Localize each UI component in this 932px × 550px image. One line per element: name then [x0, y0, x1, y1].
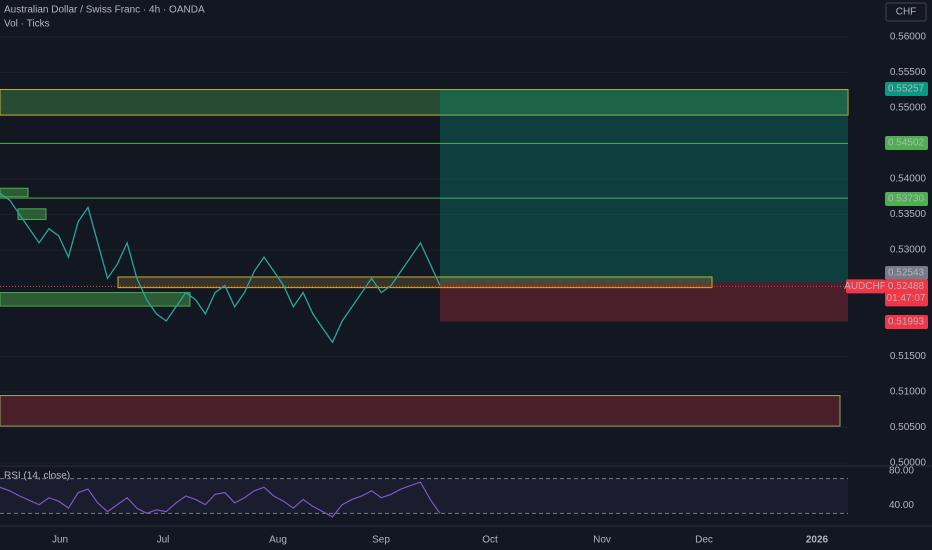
zone	[0, 187, 29, 198]
price-tick-label: 0.53500	[890, 209, 927, 220]
time-label: Nov	[593, 535, 611, 546]
price-label: 0.53730	[888, 194, 925, 205]
countdown: 01:47:07	[887, 293, 926, 304]
time-label: Jul	[157, 535, 170, 546]
price-label: 0.51993	[888, 317, 925, 328]
symbol-tag-bg	[846, 279, 885, 294]
symbol-title: Australian Dollar / Swiss Franc · 4h · O…	[4, 5, 205, 16]
price-label-bg	[885, 266, 928, 280]
zone	[117, 276, 713, 289]
rsi-line	[0, 481, 441, 518]
zone	[0, 89, 849, 116]
symbol-tag: AUDCHF	[844, 281, 886, 292]
current-price-bg	[885, 279, 928, 307]
zone	[17, 208, 47, 220]
price-tick-label: 0.54000	[890, 174, 927, 185]
price-tick-label: 0.51000	[890, 387, 927, 398]
time-label: Sep	[372, 535, 390, 546]
price-label: 0.54502	[888, 138, 925, 149]
currency-button[interactable]	[885, 2, 927, 22]
rsi-level-label: 40.00	[889, 500, 914, 511]
price-tick-label: 0.56000	[890, 32, 927, 43]
zone	[440, 282, 848, 322]
currency-button-label[interactable]: CHF	[896, 7, 917, 18]
time-label: Aug	[269, 535, 287, 546]
rsi-label: RSI (14, close)	[4, 471, 70, 482]
zone	[0, 395, 841, 427]
zone	[440, 89, 848, 283]
time-label: Dec	[695, 535, 713, 546]
time-label: 2026	[806, 535, 829, 546]
price-line	[0, 192, 441, 344]
price-tick-label: 0.50500	[890, 422, 927, 433]
price-tick-label: 0.55500	[890, 67, 927, 78]
current-price-label: 0.52488	[888, 281, 925, 292]
volume-label: Vol · Ticks	[4, 19, 50, 30]
rsi-level-label: 80.00	[889, 465, 914, 476]
price-label: 0.52543	[888, 268, 925, 279]
price-tick-label: 0.55000	[890, 103, 927, 114]
price-tick-label: 0.53000	[890, 245, 927, 256]
price-label: 0.55257	[888, 84, 925, 95]
time-label: Oct	[482, 535, 498, 546]
price-tick-label: 0.50000	[890, 458, 927, 469]
price-label-bg	[885, 82, 928, 96]
price-label-bg	[885, 192, 928, 206]
time-label: Jun	[52, 535, 68, 546]
price-label-bg	[885, 315, 928, 329]
price-label-bg	[885, 136, 928, 150]
rsi-band	[0, 478, 848, 514]
price-tick-label: 0.51500	[890, 351, 927, 362]
zone	[0, 292, 191, 307]
